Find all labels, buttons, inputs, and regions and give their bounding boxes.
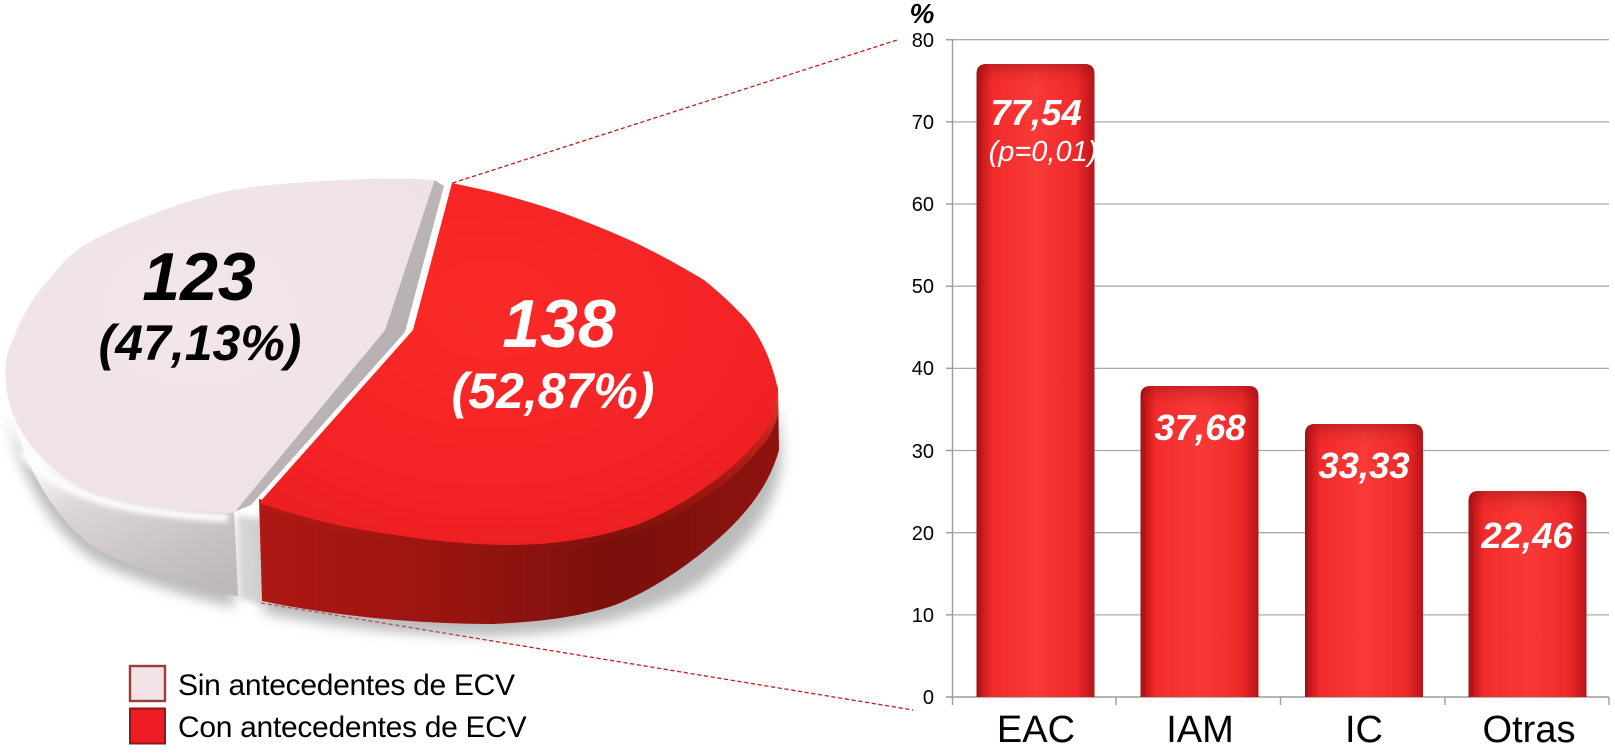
- svg-text:IC: IC: [1345, 709, 1383, 751]
- svg-text:37,68: 37,68: [1154, 407, 1246, 448]
- svg-text:IAM: IAM: [1166, 709, 1234, 751]
- svg-text:50: 50: [912, 276, 934, 298]
- svg-text:Con antecedentes de ECV: Con antecedentes de ECV: [178, 711, 527, 744]
- svg-text:138: 138: [502, 286, 616, 362]
- svg-text:20: 20: [912, 523, 934, 545]
- svg-text:%: %: [910, 0, 935, 29]
- svg-text:70: 70: [912, 112, 934, 134]
- svg-text:22,46: 22,46: [1480, 515, 1573, 556]
- svg-text:(p=0,01): (p=0,01): [989, 136, 1098, 168]
- svg-text:40: 40: [912, 358, 934, 380]
- svg-text:0: 0: [923, 687, 934, 709]
- svg-text:(47,13%): (47,13%): [99, 315, 302, 371]
- svg-text:Otras: Otras: [1483, 709, 1576, 751]
- svg-text:10: 10: [912, 605, 934, 627]
- svg-text:30: 30: [912, 441, 934, 463]
- svg-text:EAC: EAC: [997, 709, 1075, 751]
- svg-text:Sin antecedentes de ECV: Sin antecedentes de ECV: [178, 669, 515, 702]
- svg-text:(52,87%): (52,87%): [452, 363, 655, 419]
- svg-text:60: 60: [912, 194, 934, 216]
- svg-text:33,33: 33,33: [1318, 445, 1409, 486]
- svg-text:123: 123: [142, 239, 256, 315]
- svg-text:80: 80: [912, 30, 934, 52]
- svg-text:77,54: 77,54: [990, 92, 1081, 133]
